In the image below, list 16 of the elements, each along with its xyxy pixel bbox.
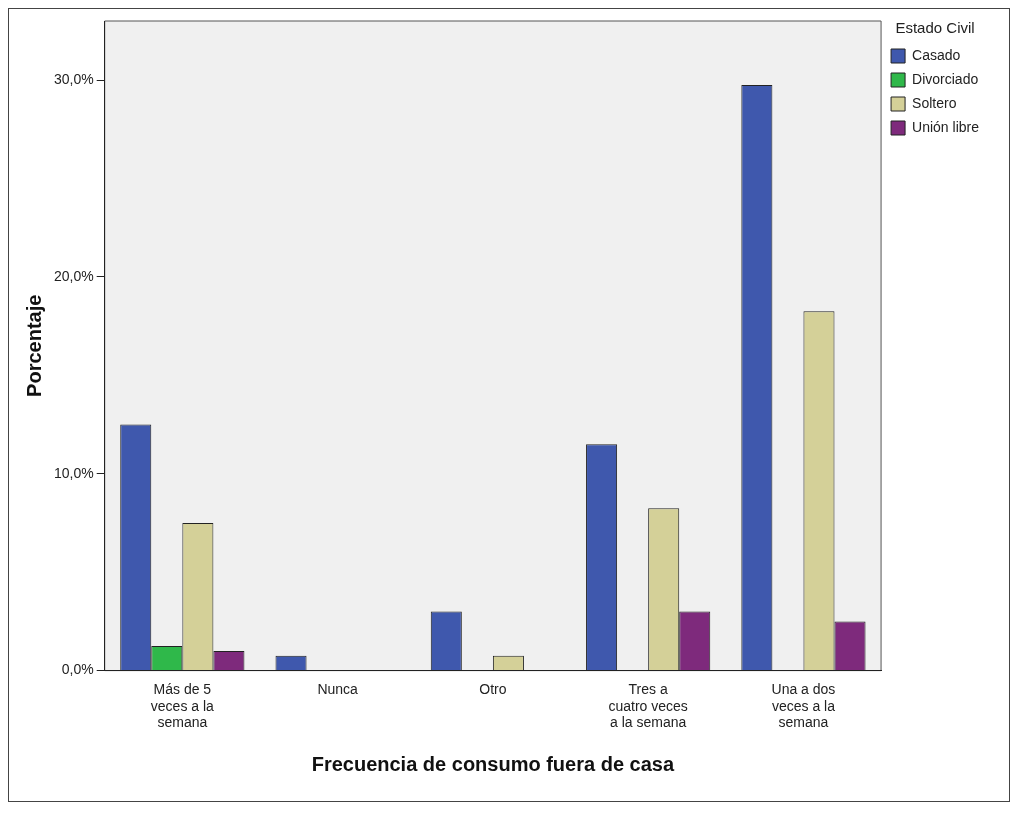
y-axis-title: Porcentaje [22,294,45,397]
x-tick-label: Más de 5 veces a la semana [150,680,215,731]
legend-label: Divorciado [912,70,979,87]
legend-label: Soltero [912,94,957,111]
y-tick-label: 10,0% [53,464,94,481]
x-tick-label: Tres a cuatro veces a la semana [608,680,688,731]
legend-label: Unión libre [912,118,980,135]
legend-label: Casado [912,46,961,63]
y-tick-label: 20,0% [53,267,94,284]
y-tick-label: 30,0% [53,70,94,87]
x-tick-label: Una a dos veces a la semana [771,680,836,731]
x-tick-label: Nunca [317,680,359,697]
y-tick-label: 0,0% [61,661,94,678]
x-axis-title: Frecuencia de consumo fuera de casa [311,752,675,775]
x-tick-label: Otro [479,680,507,697]
legend-title: Estado Civil [895,18,975,36]
